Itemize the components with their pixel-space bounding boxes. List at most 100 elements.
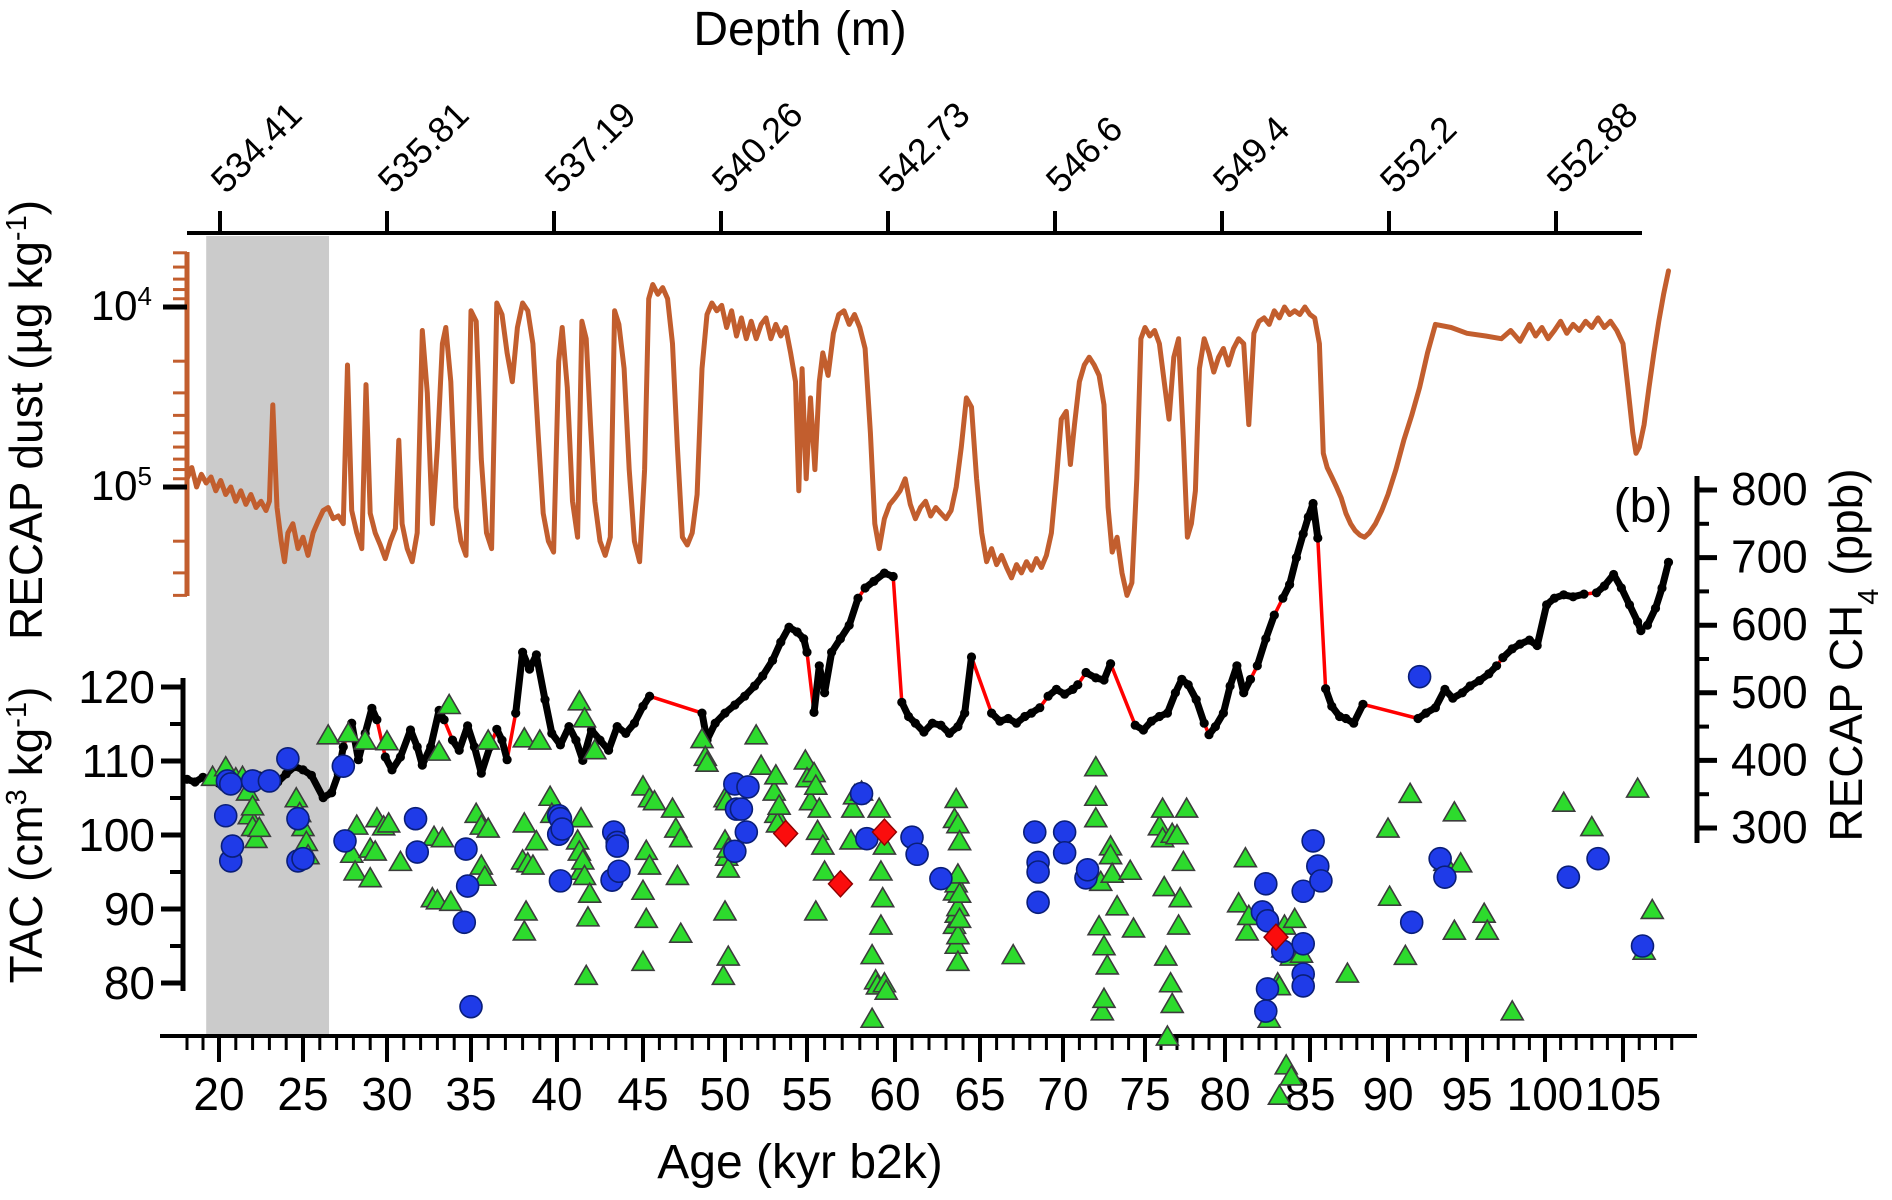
ch4-dot — [417, 760, 427, 770]
ch4-dot — [844, 620, 854, 630]
ch4-axis-title: RECAP CH4 (ppb) — [1820, 468, 1885, 841]
green-triangle-marker — [1104, 894, 1130, 916]
blue-circle-marker — [1022, 820, 1047, 844]
green-triangle-marker — [1117, 858, 1143, 881]
ch4-dot — [1358, 699, 1368, 709]
ch4-dot — [827, 647, 837, 657]
green-triangle-marker — [240, 794, 265, 816]
depth-tick-label: 552.2 — [1372, 108, 1465, 201]
green-triangle-marker — [743, 723, 769, 745]
ch4-dot — [564, 722, 574, 732]
green-triangle-marker — [339, 841, 365, 864]
ch4-dot — [953, 722, 963, 732]
ch4-dot — [1308, 498, 1318, 509]
ch4-dot — [1465, 681, 1475, 691]
ch4-dot — [1003, 713, 1013, 724]
ch4-dot — [888, 571, 898, 582]
green-triangle-marker — [945, 949, 971, 972]
blue-circle-marker — [1026, 890, 1050, 915]
age-tick-label: 45 — [617, 1068, 668, 1120]
green-triangle-marker — [1278, 1064, 1304, 1086]
ch4-dot — [1650, 603, 1661, 613]
ch4-dot — [511, 708, 521, 718]
ch4-dot — [1440, 684, 1450, 695]
ch4-dot — [1524, 635, 1534, 645]
ch4-dot — [612, 722, 622, 732]
ch4-dot — [784, 622, 794, 632]
ch4-dot — [367, 703, 377, 713]
blue-circle-marker — [213, 803, 238, 828]
ch4-dot — [1146, 716, 1156, 726]
green-triangle-marker — [430, 826, 455, 848]
ch4-dot — [869, 576, 879, 586]
green-triangle-marker — [1499, 999, 1525, 1021]
blue-circle-marker — [1407, 664, 1432, 689]
ch4-dot — [595, 735, 605, 745]
ch4-dot — [1633, 617, 1643, 627]
blue-circle-marker — [1291, 879, 1315, 904]
ch4-dot — [1073, 680, 1083, 690]
green-triangle-marker — [572, 706, 597, 728]
ch4-dot — [463, 721, 473, 731]
ch4-dot — [327, 788, 337, 798]
ch4-dot — [1492, 661, 1502, 671]
green-triangle-marker — [1174, 796, 1199, 818]
green-triangle-marker — [1474, 918, 1500, 940]
ch4-dot — [995, 716, 1005, 726]
ch4-dot — [1507, 644, 1517, 654]
green-triangle-marker — [376, 811, 402, 833]
ch4-segment — [961, 653, 975, 717]
ch4-segment — [1286, 554, 1300, 589]
blue-circle-marker — [286, 806, 310, 831]
ch4-dot — [1636, 626, 1646, 636]
ch4-dot — [524, 664, 535, 674]
green-triangle-marker — [1335, 961, 1360, 983]
ch4-dot — [768, 655, 778, 666]
panel-b-label: (b) — [1614, 480, 1673, 533]
depth-tick-label: 549.4 — [1205, 108, 1298, 201]
green-triangle-marker — [763, 763, 789, 785]
ch4-dot — [1448, 693, 1458, 703]
green-triangle-marker — [1267, 1083, 1292, 1106]
green-triangle-marker — [1166, 913, 1191, 935]
ch4-segment — [427, 706, 443, 751]
ch4-dot — [1421, 708, 1431, 718]
tac-axis-tick-label: 90 — [104, 883, 155, 935]
dust-axis-tick-label: 105 — [91, 461, 152, 509]
tac-axis-tick-label: 100 — [78, 809, 155, 861]
ch4-dot — [281, 769, 291, 779]
blue-circle-marker — [1399, 910, 1424, 935]
ch4-dot — [697, 708, 707, 718]
green-triangle-marker — [1226, 891, 1251, 913]
red-diamond-marker — [827, 869, 854, 898]
green-triangle-marker — [1089, 999, 1115, 1021]
ch4-dot — [910, 718, 921, 728]
ch4-dot — [1285, 580, 1295, 590]
green-triangle-marker — [668, 826, 694, 848]
age-tick-label: 90 — [1362, 1068, 1413, 1120]
ch4-segment — [541, 696, 556, 737]
age-tick-label: 20 — [193, 1068, 244, 1120]
blue-circle-marker — [605, 834, 630, 858]
green-triangle-marker — [1158, 971, 1183, 993]
ch4-dot — [540, 695, 550, 705]
green-triangle-marker — [472, 864, 498, 886]
ch4-dot — [338, 742, 348, 752]
ch4-dot — [1642, 620, 1652, 630]
depth-tick-label: 552.88 — [1539, 94, 1646, 201]
green-triangle-marker — [511, 726, 537, 748]
ch4-dot — [1313, 533, 1323, 543]
blue-circle-marker — [929, 866, 953, 891]
red-diamond-marker — [871, 818, 898, 847]
ch4-dot — [387, 765, 397, 775]
ch4-dot — [1138, 725, 1148, 735]
ch4-dot — [936, 720, 946, 730]
green-triangle-marker — [1234, 919, 1260, 941]
ch4-dot — [960, 708, 970, 718]
ch4-dot — [1154, 711, 1164, 722]
ch4-dot — [758, 671, 768, 681]
green-triangle-marker — [1441, 800, 1467, 822]
ch4-dot — [1474, 676, 1485, 686]
ch4-segment — [532, 651, 549, 704]
green-triangle-marker — [342, 859, 368, 881]
